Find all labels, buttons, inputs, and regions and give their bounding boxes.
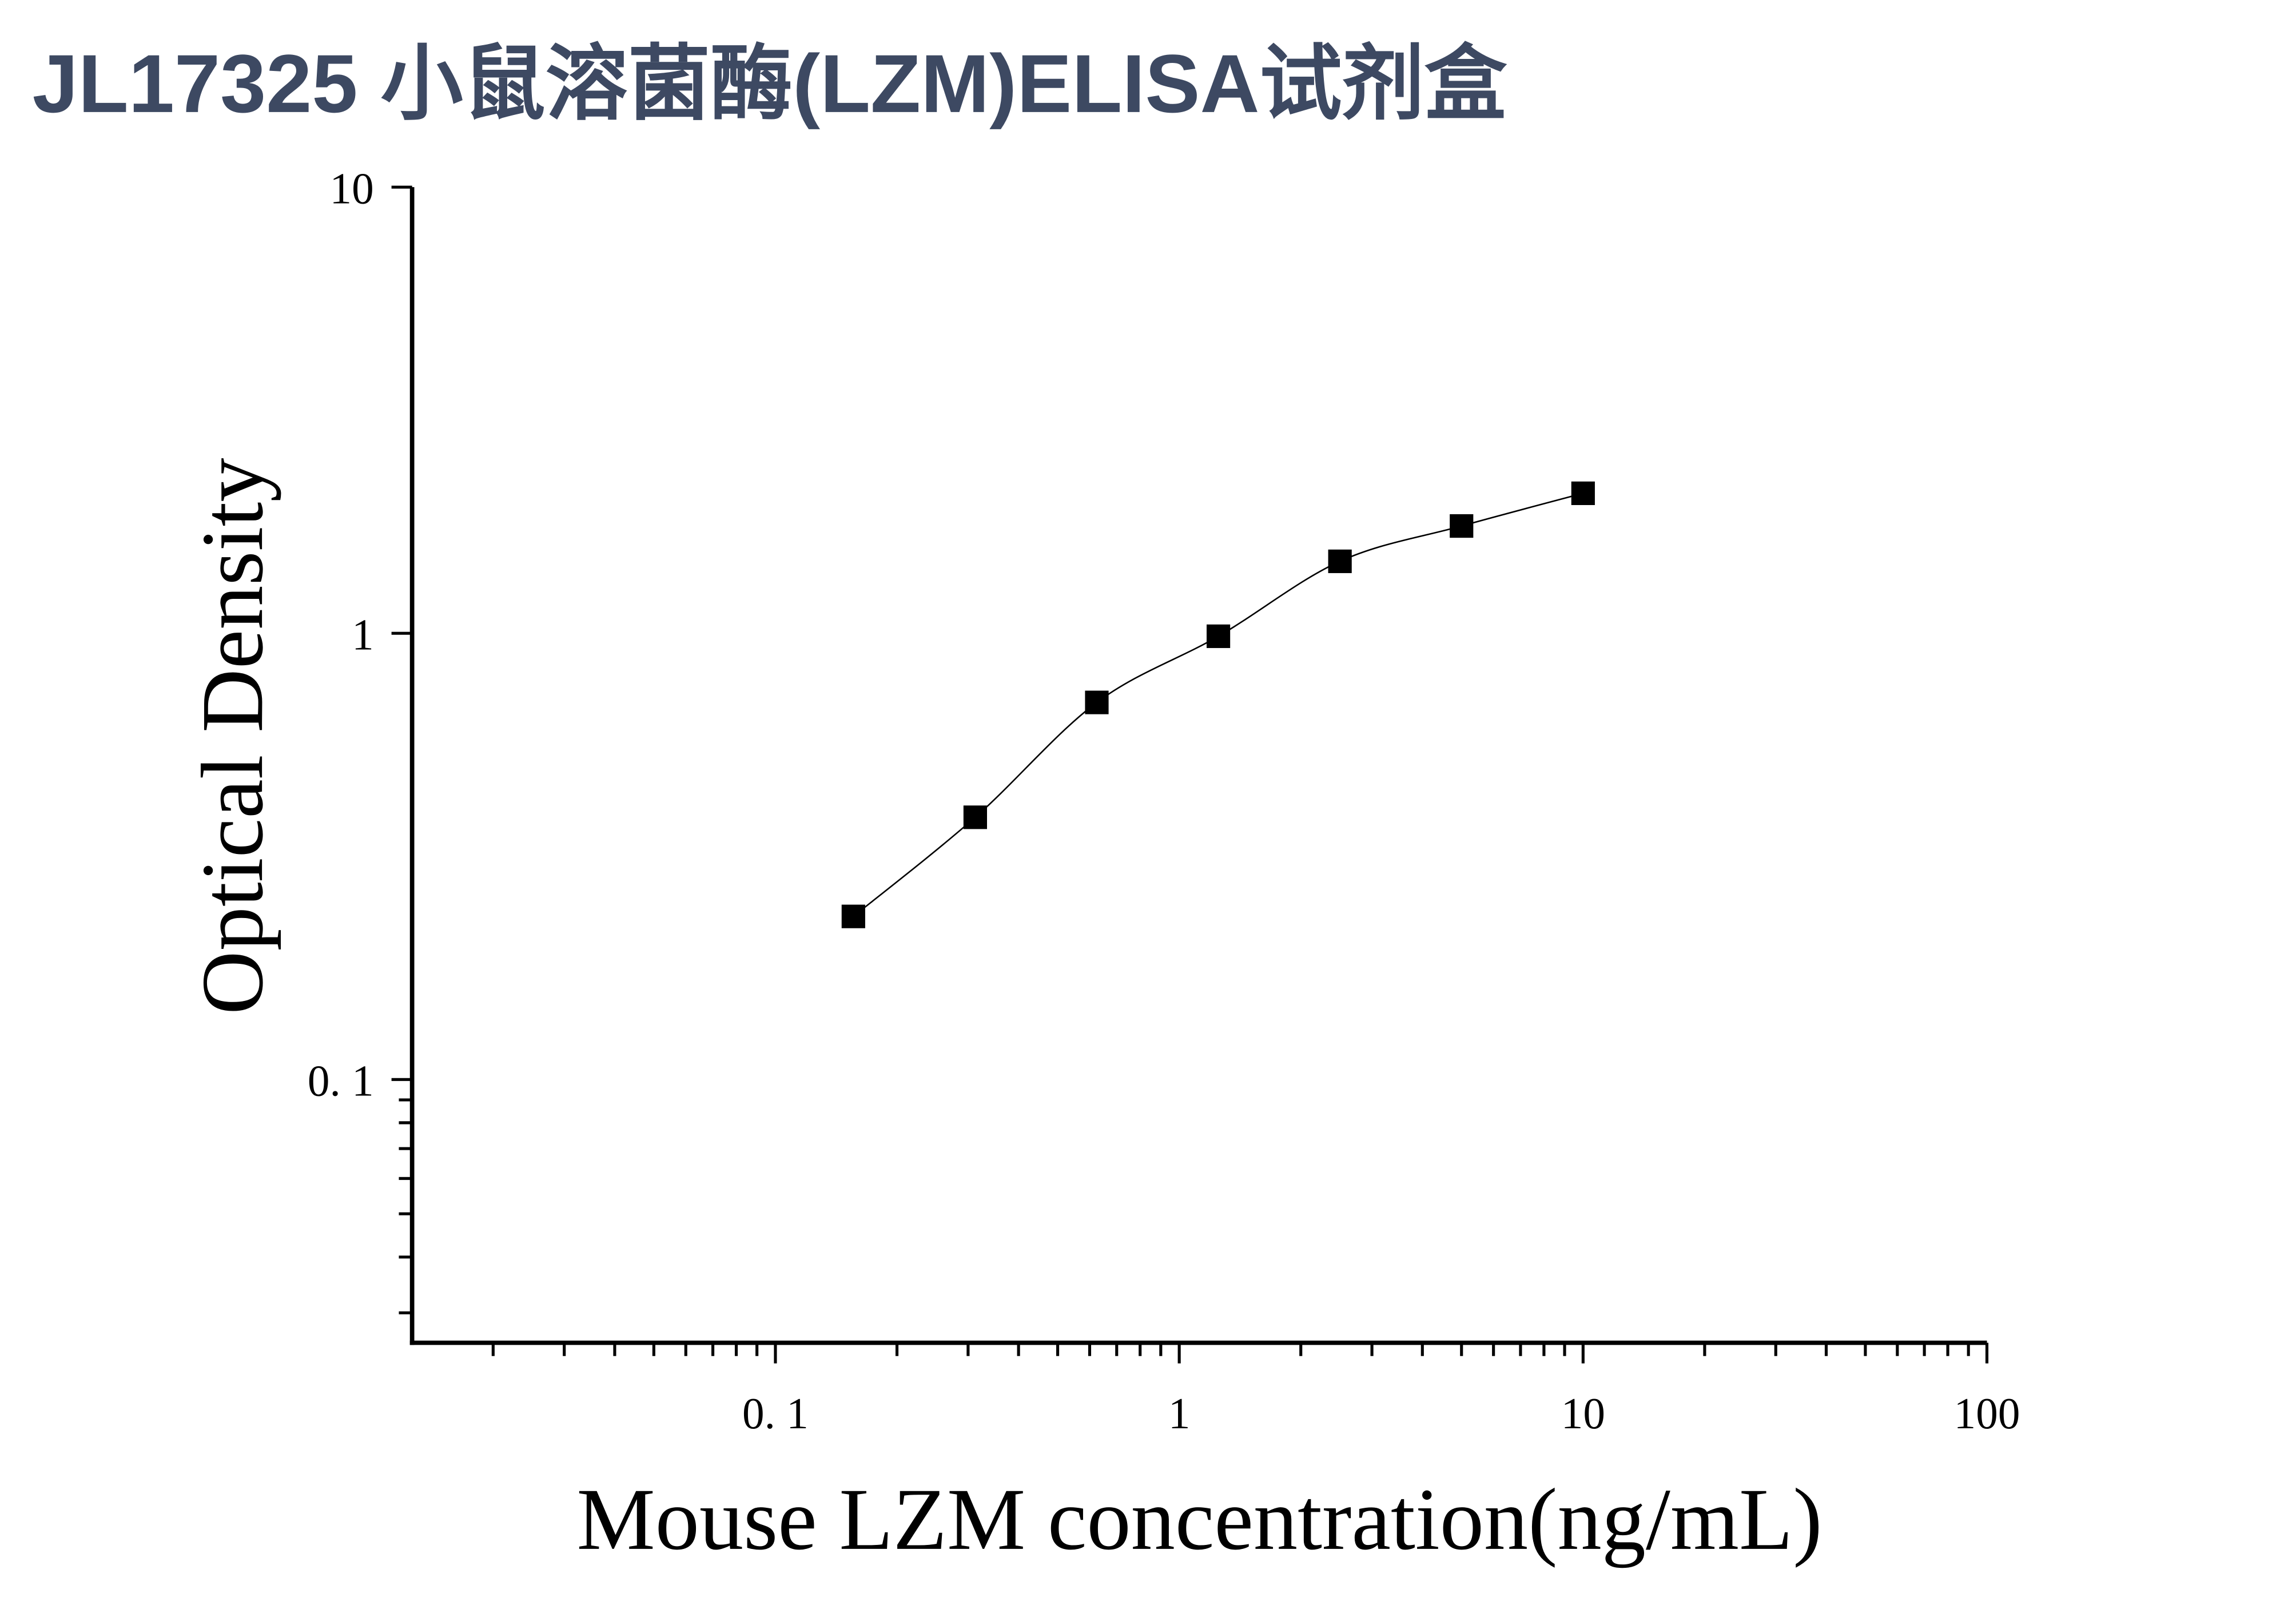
data-point-square xyxy=(1328,549,1352,573)
ticks: 0. 1 1 10 100 0. 1 1 10 xyxy=(308,164,2020,1437)
data-point-square xyxy=(1085,690,1109,714)
data-point-square xyxy=(1450,514,1474,538)
chart-title: JL17325 小鼠溶菌酶(LZM)ELISA试剂盒 xyxy=(33,38,1507,130)
data-point-square xyxy=(1571,481,1595,505)
x-tick-label: 10 xyxy=(1561,1389,1605,1438)
x-tick-label: 100 xyxy=(1954,1389,2020,1438)
y-tick-label: 10 xyxy=(330,164,374,213)
x-axis-label: Mouse LZM concentration(ng/mL) xyxy=(576,1471,1822,1568)
data-point-square xyxy=(963,805,987,829)
x-tick-label: 0. 1 xyxy=(742,1389,809,1438)
y-axis-label: Optical Density xyxy=(184,458,281,1014)
data-point-square xyxy=(841,904,865,928)
y-tick-label: 0. 1 xyxy=(308,1056,374,1106)
y-tick-label: 1 xyxy=(352,610,374,660)
data-point-square xyxy=(1206,624,1231,648)
axes xyxy=(409,187,1987,1345)
data-points xyxy=(841,481,1595,928)
x-tick-label: 1 xyxy=(1168,1389,1191,1438)
fit-curve xyxy=(853,492,1583,917)
